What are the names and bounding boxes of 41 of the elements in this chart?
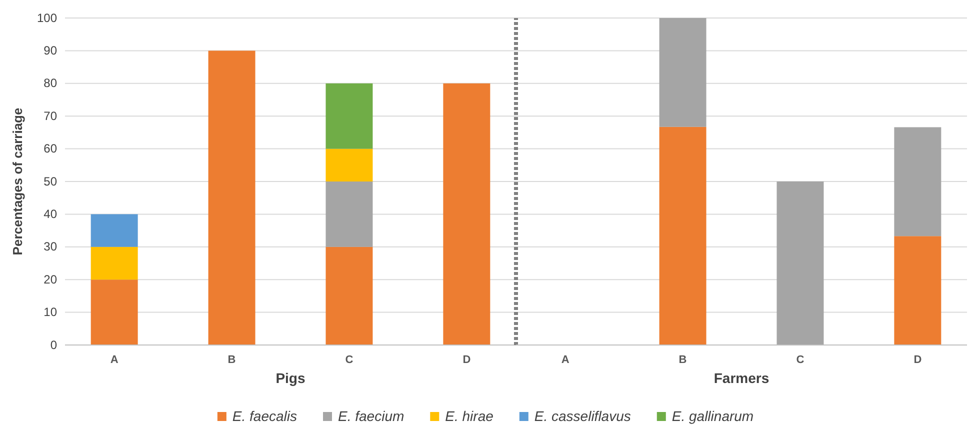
y-tick-label: 70 [44, 108, 58, 123]
y-tick-label: 10 [44, 305, 58, 320]
bar [90, 280, 138, 345]
bar [659, 126, 706, 345]
x-tick-label: A [561, 354, 570, 366]
x-axis-title: Pigs [276, 370, 306, 386]
bar [326, 83, 373, 149]
y-tick-label: 30 [44, 240, 58, 254]
bar [659, 18, 706, 127]
legend-label: E. faecalis [232, 408, 298, 424]
x-tick-label: B [678, 354, 687, 366]
y-tick-label: 50 [44, 174, 58, 188]
bar [776, 182, 824, 345]
bar [90, 214, 138, 247]
y-tick-label: 0 [50, 338, 58, 352]
x-tick-label: D [914, 354, 922, 366]
legend-label: E. faecium [338, 408, 404, 424]
y-tick-label: 20 [44, 272, 58, 286]
bar [894, 127, 942, 236]
bar [326, 246, 373, 345]
legend-label: E. hirae [445, 408, 494, 424]
bar [894, 236, 942, 345]
y-tick-label: 100 [36, 10, 58, 25]
y-tick-label: 60 [44, 142, 58, 156]
bar [90, 246, 138, 280]
legend-label: E. gallinarum [672, 408, 754, 424]
bar [326, 182, 373, 247]
x-tick-label: D [462, 354, 471, 366]
y-tick-label: 80 [44, 76, 58, 90]
x-axis-title: Farmers [714, 370, 770, 386]
x-tick-label: C [345, 354, 354, 366]
x-tick-label: C [796, 354, 804, 366]
x-tick-label: A [110, 354, 118, 366]
y-tick-label: 40 [44, 207, 58, 222]
y-axis-title: Percentages of carriage [10, 108, 25, 256]
bar [443, 83, 490, 345]
bar [208, 50, 256, 345]
y-tick-label: 90 [44, 44, 58, 58]
x-tick-label: B [228, 354, 236, 366]
legend-label: E. casseliflavus [534, 408, 631, 424]
bar [326, 148, 373, 182]
